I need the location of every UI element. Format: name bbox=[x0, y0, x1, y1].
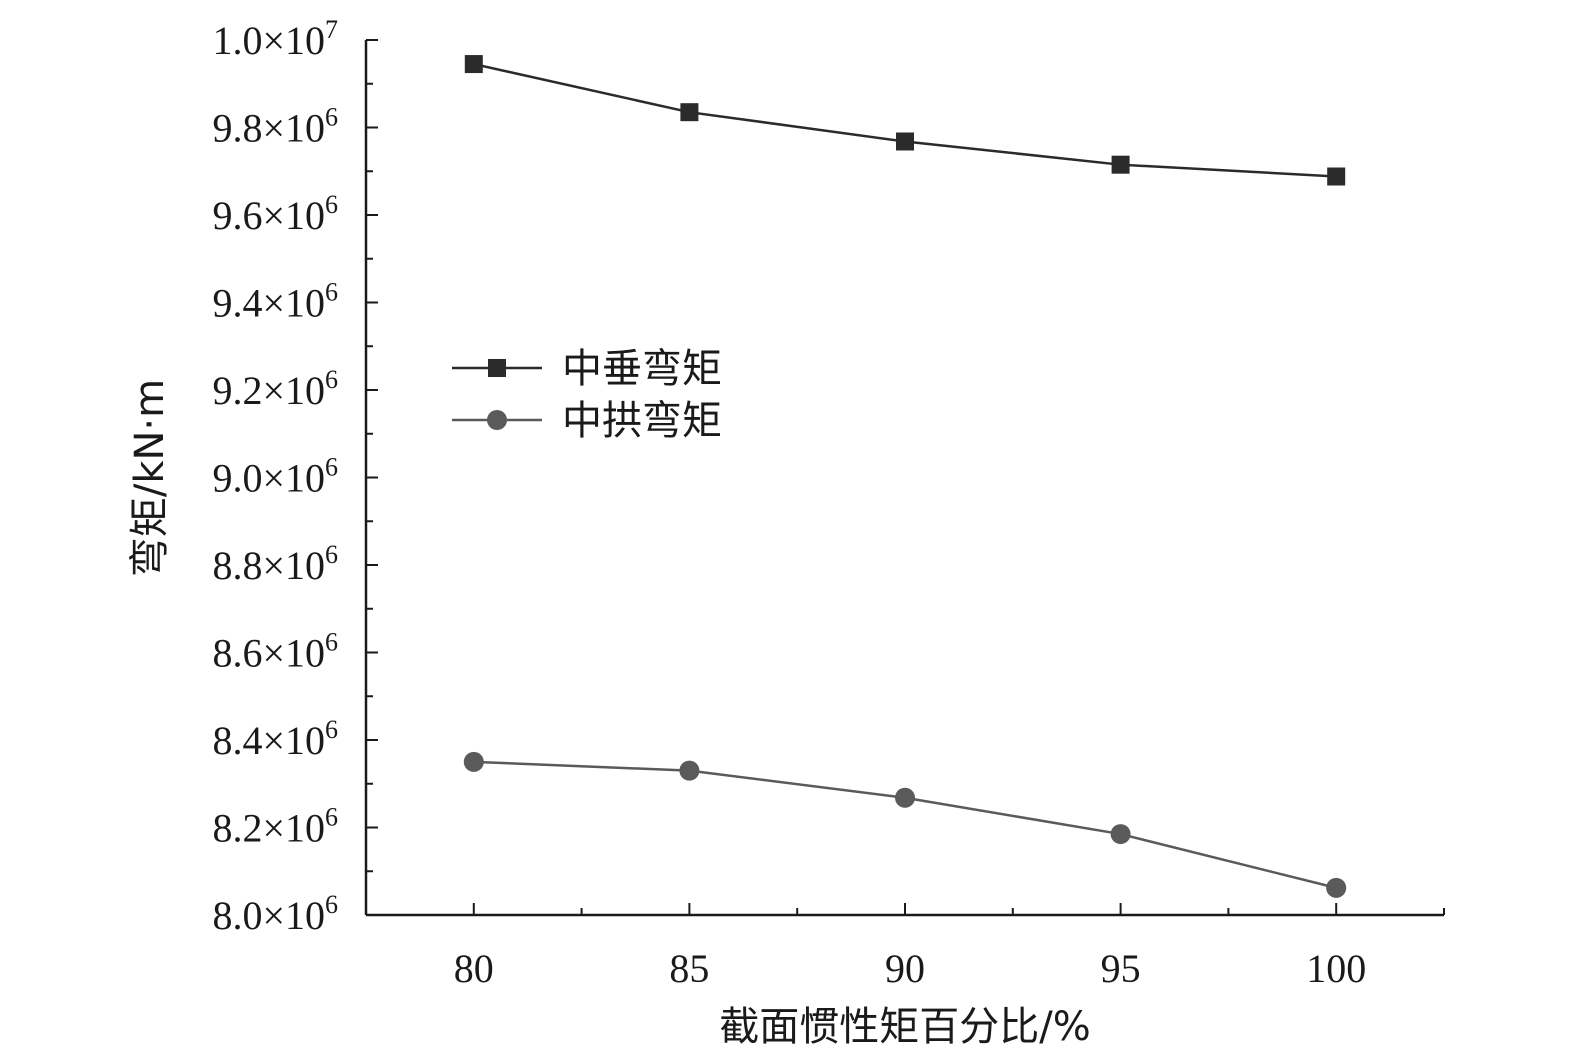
x-tick-label: 85 bbox=[669, 946, 709, 991]
y-tick-label: 9.8×106 bbox=[212, 103, 338, 151]
x-tick-label: 95 bbox=[1101, 946, 1141, 991]
data-point-square bbox=[1327, 167, 1346, 186]
x-tick-label: 100 bbox=[1306, 946, 1366, 991]
y-tick-label: 8.6×106 bbox=[212, 628, 338, 676]
data-point-square bbox=[464, 55, 483, 74]
y-tick-label: 9.2×106 bbox=[212, 365, 338, 413]
series-layer bbox=[463, 55, 1347, 898]
data-point-square bbox=[680, 103, 699, 122]
y-tick-label: 9.4×106 bbox=[212, 278, 338, 326]
y-tick-label: 9.6×106 bbox=[212, 190, 338, 238]
legend-label-1: 中垂弯矩 bbox=[562, 346, 722, 392]
axes bbox=[364, 40, 1444, 917]
series-line-1 bbox=[473, 62, 1337, 178]
data-point-square bbox=[896, 132, 914, 151]
x-tick-label: 80 bbox=[454, 946, 494, 991]
data-point-circle bbox=[679, 760, 700, 781]
y-tick-label: 8.0×106 bbox=[212, 890, 338, 938]
x-axis-title: 截面惯性矩百分比/% bbox=[719, 1004, 1090, 1050]
x-tick-label: 90 bbox=[885, 946, 925, 991]
y-tick-label: 8.2×106 bbox=[212, 803, 338, 851]
legend-label-2: 中拱弯矩 bbox=[562, 398, 722, 444]
y-tick-label: 8.4×106 bbox=[212, 715, 338, 763]
data-point-circle bbox=[463, 751, 484, 772]
legend-marker-circle bbox=[487, 410, 507, 430]
data-point-circle bbox=[895, 787, 915, 808]
y-tick-label: 9.0×106 bbox=[212, 453, 338, 501]
data-point-circle bbox=[1326, 877, 1347, 898]
x-axis-ticks: 80 85 90 95 100 bbox=[365, 903, 1445, 991]
legend-marker-square bbox=[488, 359, 506, 377]
data-point-square bbox=[1111, 155, 1130, 174]
series-line-2 bbox=[473, 760, 1337, 890]
data-point-circle bbox=[1110, 824, 1131, 845]
y-tick-label: 1.0×107 bbox=[212, 15, 338, 63]
y-tick-label: 8.8×106 bbox=[212, 540, 338, 588]
y-axis-ticks: 8.0×106 8.2×106 8.4×106 8.6×106 8.8×106 9.0×1… bbox=[212, 15, 378, 938]
y-axis-title: 弯矩/kN·m bbox=[127, 379, 173, 577]
